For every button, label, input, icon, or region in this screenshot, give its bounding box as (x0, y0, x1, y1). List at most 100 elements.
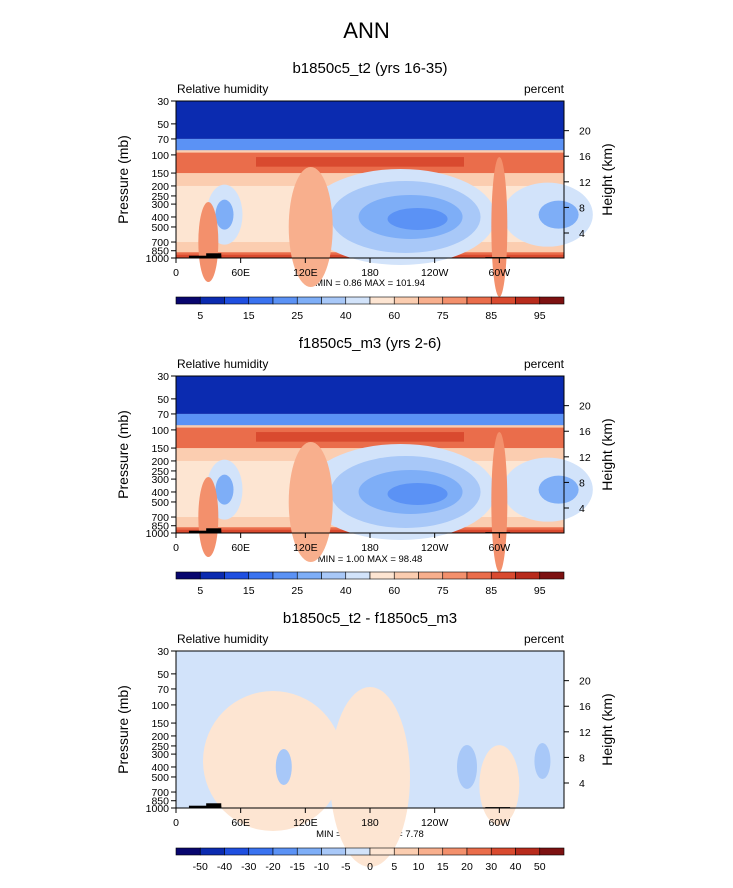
y-tick-label: 1000 (146, 803, 170, 815)
x-tick-label: 120E (293, 267, 318, 279)
y-tick-label: 300 (151, 199, 169, 211)
y-tick-label: 150 (151, 443, 169, 455)
colorbar-swatch (199, 296, 225, 305)
y-tick-label: 300 (151, 749, 169, 761)
field-strat (176, 376, 564, 414)
y-tick-label: 100 (151, 425, 169, 437)
colorbar-swatch (466, 571, 492, 580)
colorbar-swatch (539, 847, 565, 856)
colorbar-swatch (466, 296, 492, 305)
colorbar-label: 5 (197, 585, 203, 597)
field-neg-3 (534, 742, 551, 779)
panel-2-field (175, 375, 593, 572)
colorbar-label: 60 (388, 585, 400, 597)
colorbar-swatch (248, 847, 274, 856)
y-tick-label: 30 (157, 371, 169, 383)
x-tick-label: 60E (231, 542, 250, 554)
field-pos-1 (203, 690, 343, 831)
y-tick-label: 850 (151, 521, 169, 533)
land-mask-africa (188, 805, 222, 808)
colorbar-swatch (345, 296, 371, 305)
colorbar-swatch (490, 571, 516, 580)
y-tick-right-label: 20 (579, 401, 591, 413)
colorbar-swatch (418, 296, 444, 305)
colorbar-swatch (296, 571, 322, 580)
colorbar-swatch (539, 571, 565, 580)
y-tick-label: 700 (151, 237, 169, 249)
panel-2-title: f1850c5_m3 (yrs 2-6) (298, 335, 442, 352)
colorbar-swatch (272, 847, 298, 856)
y-axis-title: Pressure (mb) (115, 685, 131, 774)
colorbar-swatch (442, 296, 468, 305)
y-tick-label: 850 (151, 796, 169, 808)
y-tick-label: 50 (157, 669, 169, 681)
colorbar-label: 30 (485, 861, 497, 873)
field-pos-3 (479, 745, 520, 826)
land-mask-highland (206, 253, 222, 258)
y-tick-right-label: 12 (579, 452, 591, 464)
colorbar-swatch (248, 571, 274, 580)
field-strat-2 (176, 138, 564, 151)
colorbar-swatch (199, 847, 225, 856)
colorbar-label: 15 (243, 585, 255, 597)
y-tick-label: 150 (151, 168, 169, 180)
field-tropopause-core (256, 432, 464, 442)
field-plume-africa (198, 477, 219, 558)
x-tick-label: 60E (231, 817, 250, 829)
y-tick-label: 400 (151, 762, 169, 774)
panel-2-colorbar: 5 15 25 40 60 75 85 95 (175, 571, 565, 597)
y-tick-label: 50 (157, 394, 169, 406)
colorbar-label: 40 (340, 310, 352, 322)
colorbar-label: 15 (437, 861, 449, 873)
y-tick-right-label: 12 (579, 727, 591, 739)
colorbar-swatch (490, 847, 516, 856)
field-africa-core (215, 199, 234, 230)
colorbar-swatch (418, 847, 444, 856)
panel-2-stats: MIN = 1.00 MAX = 98.48 (317, 554, 423, 565)
land-mask-africa (188, 255, 222, 258)
field-neg-1 (457, 744, 477, 789)
y-tick-label: 250 (151, 466, 169, 478)
y-tick-label: 400 (151, 487, 169, 499)
colorbar-swatch (321, 571, 347, 580)
field-plume-america (491, 156, 508, 297)
y-tick-label: 70 (157, 134, 169, 146)
x-tick-label: 60E (231, 267, 250, 279)
colorbar-swatch (490, 296, 516, 305)
colorbar-label: -40 (217, 861, 232, 873)
field-plume-warm-pool (288, 166, 333, 287)
colorbar-swatch (393, 296, 419, 305)
field-plume-america (491, 431, 508, 572)
y-tick-right-label: 20 (579, 126, 591, 138)
field-neg-2 (275, 748, 292, 785)
x-tick-label: 60W (489, 267, 511, 279)
colorbar-swatch (175, 847, 201, 856)
y-tick-label: 200 (151, 456, 169, 468)
colorbar-swatch (515, 571, 541, 580)
y-tick-label: 500 (151, 497, 169, 509)
colorbar-swatch (272, 296, 298, 305)
y-tick-label: 500 (151, 222, 169, 234)
colorbar-swatch (369, 296, 395, 305)
land-mask-highland (206, 528, 222, 533)
y-tick-label: 300 (151, 474, 169, 486)
y-tick-label: 500 (151, 772, 169, 784)
colorbar-swatch (442, 571, 468, 580)
panel-3-title: b1850c5_t2 - f1850c5_m3 (282, 610, 458, 627)
colorbar-swatch (224, 296, 250, 305)
land-mask-highland (206, 803, 222, 808)
y-tick-right-label: 4 (579, 503, 585, 515)
colorbar-label: -30 (241, 861, 256, 873)
x-tick-label: 60W (489, 817, 511, 829)
y-tick-label: 30 (157, 96, 169, 108)
colorbar-label: 10 (413, 861, 425, 873)
field-plume-warm-pool (288, 441, 333, 562)
panel-2-variable-label: Relative humidity (177, 357, 269, 371)
colorbar-swatch (393, 847, 419, 856)
colorbar-label: -5 (341, 861, 350, 873)
panel-1-units-label: percent (523, 82, 564, 96)
field-strat-2 (176, 413, 564, 426)
y-tick-label: 50 (157, 119, 169, 131)
colorbar-label: 5 (197, 310, 203, 322)
